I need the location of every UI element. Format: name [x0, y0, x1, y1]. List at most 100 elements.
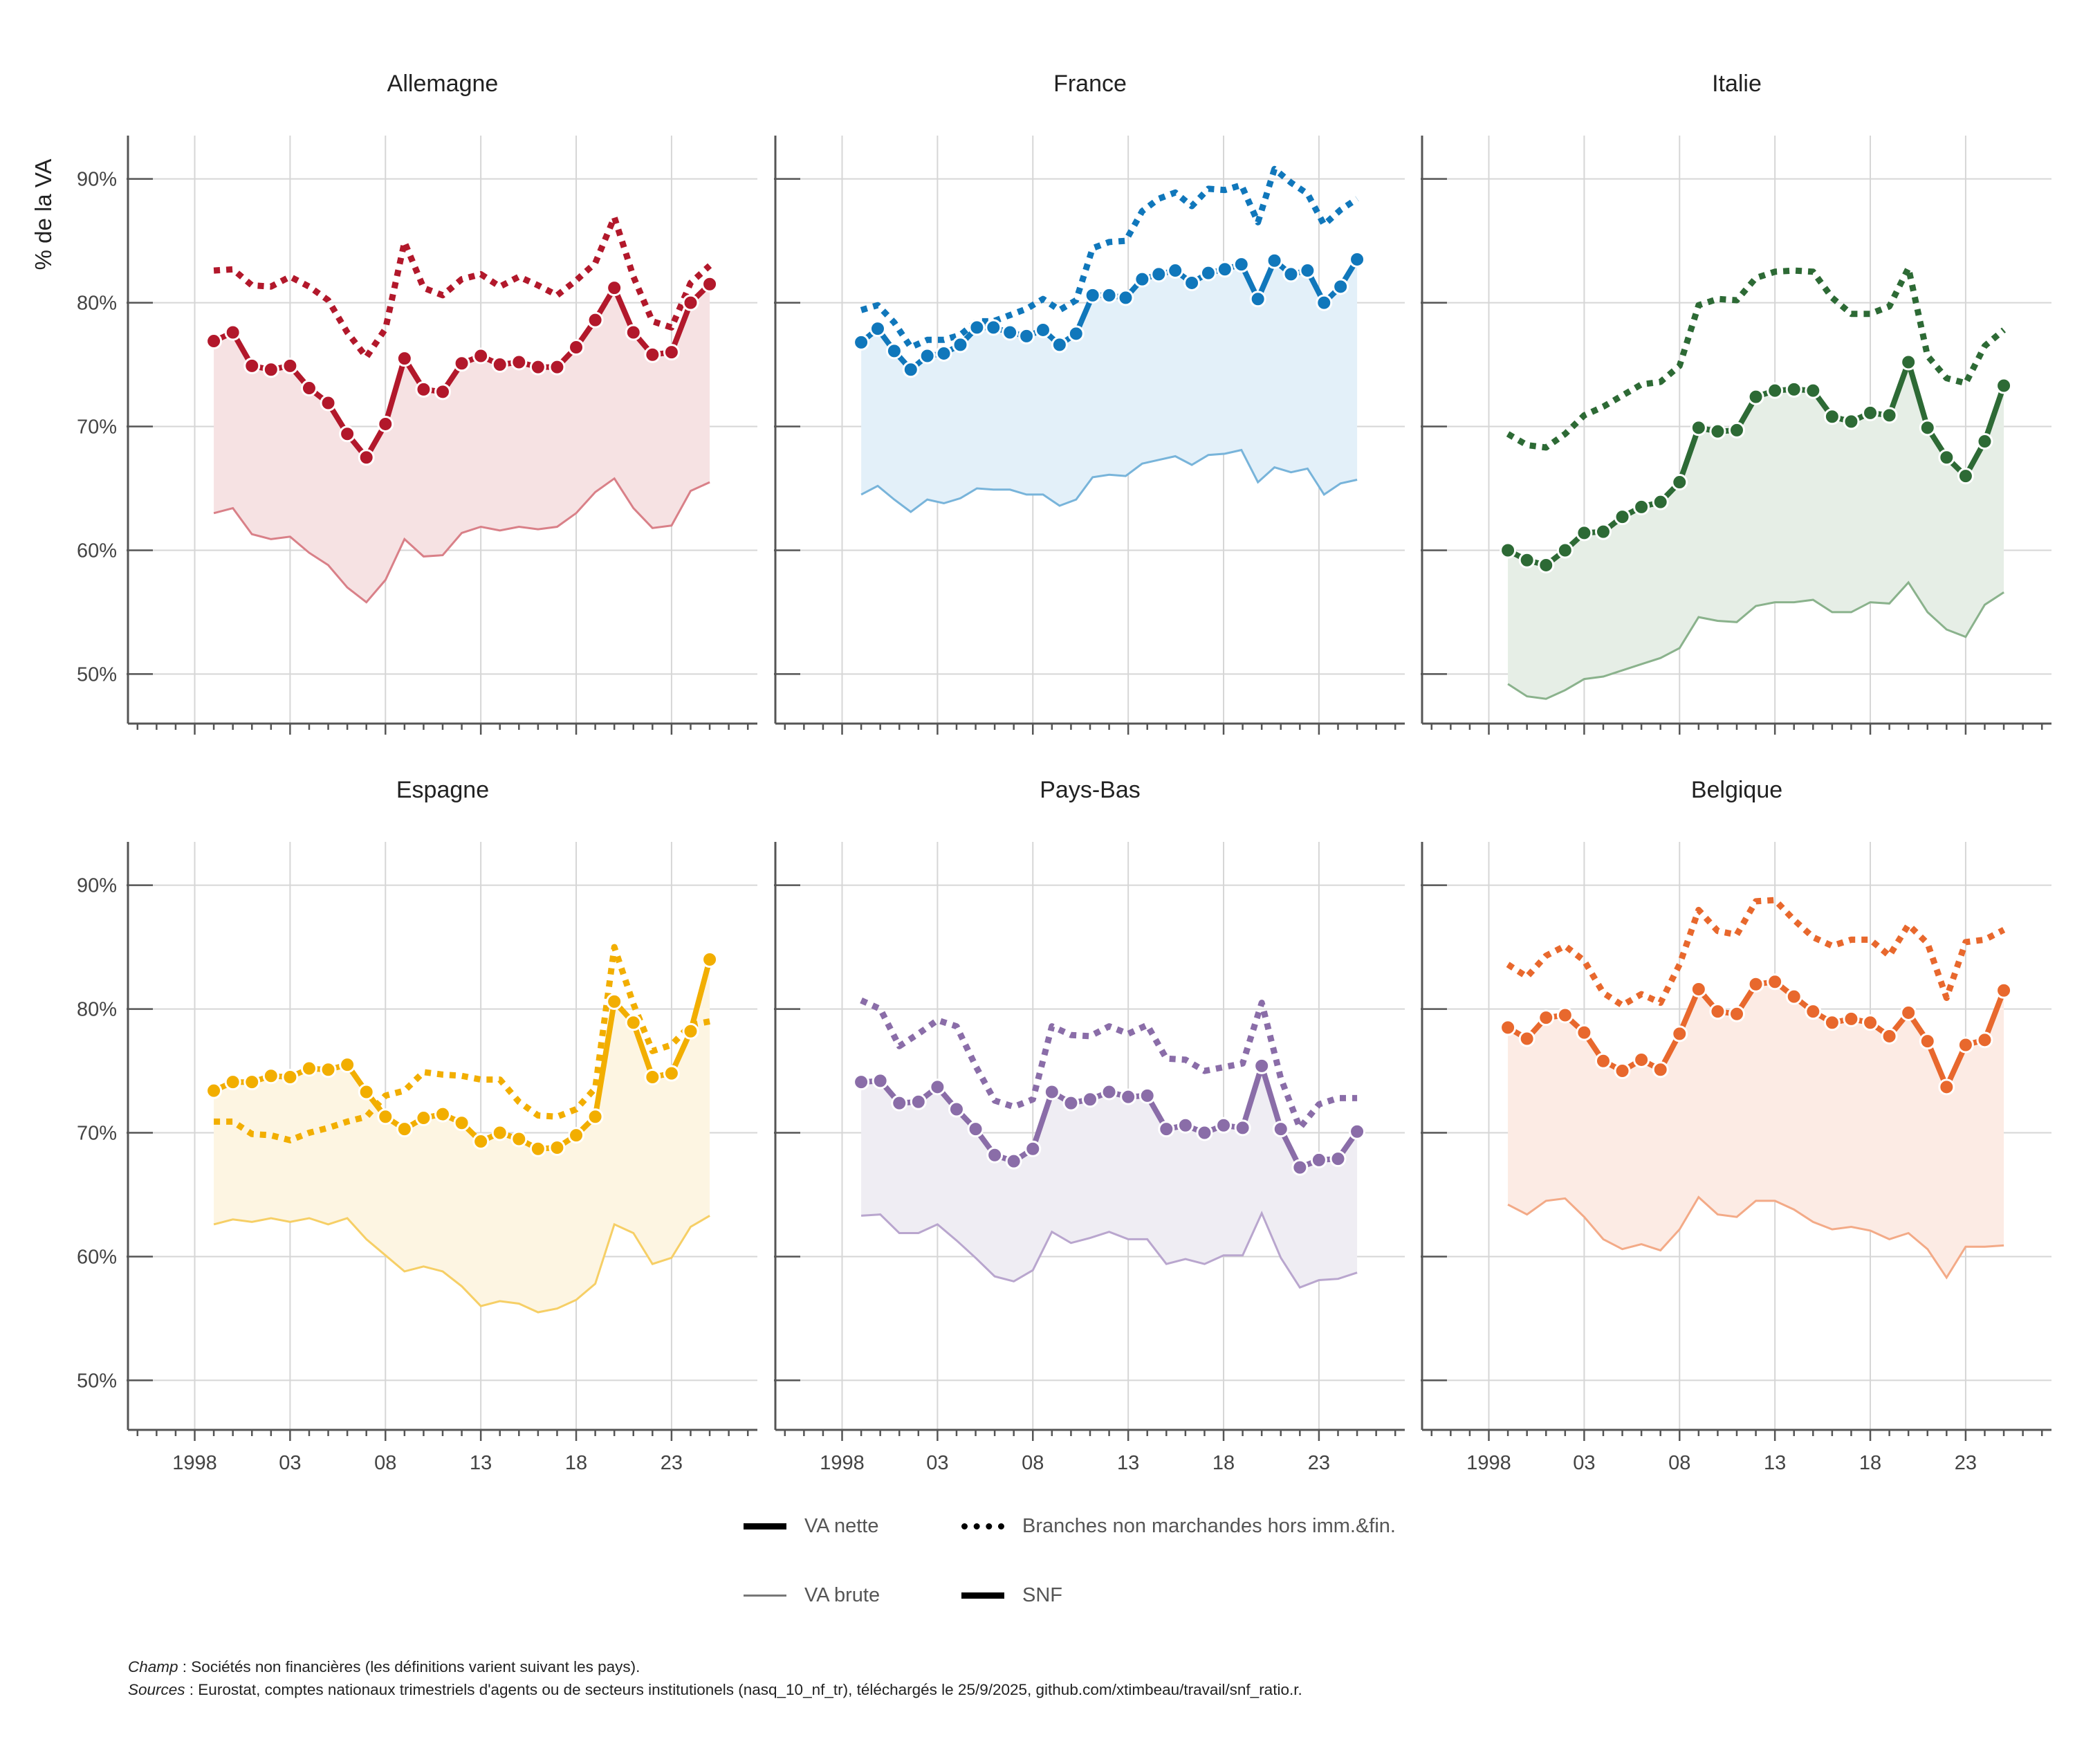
- point-snf: [1767, 382, 1784, 399]
- point-snf: [967, 1121, 984, 1138]
- panel-italie: Italie: [1421, 71, 2051, 735]
- panel-france: France: [774, 71, 1405, 735]
- point-snf: [1690, 419, 1707, 437]
- point-snf: [1005, 1152, 1022, 1170]
- area-band: [861, 1065, 1358, 1288]
- point-snf: [377, 415, 394, 432]
- panel-espagne: Espagne 50% 60% 70% 80% 90% 1998 03 08 13 18 23: [77, 777, 757, 1474]
- point-snf: [282, 357, 299, 374]
- point-snf: [1862, 404, 1879, 421]
- point-snf: [1995, 982, 2013, 999]
- point-snf: [434, 383, 451, 401]
- point-snf: [853, 333, 870, 351]
- x-tick-label: 1998: [172, 1452, 217, 1474]
- point-snf: [644, 346, 661, 363]
- area-band: [1508, 982, 2004, 1278]
- legend-item-non-marchandes: Branches non marchandes hors imm.&fin.: [961, 1515, 1396, 1538]
- point-snf: [1310, 1151, 1327, 1168]
- point-snf: [1067, 325, 1085, 342]
- point-snf: [205, 333, 223, 350]
- point-snf: [872, 1072, 889, 1090]
- y-tick-label: 90%: [77, 875, 117, 897]
- legend-swatch-dotted: [961, 1523, 1004, 1529]
- point-snf: [453, 355, 470, 372]
- point-snf: [663, 1065, 680, 1082]
- point-snf: [1594, 523, 1612, 540]
- point-snf: [1329, 1150, 1347, 1168]
- point-snf: [415, 1110, 432, 1127]
- point-snf: [1018, 327, 1035, 344]
- point-snf: [885, 342, 903, 360]
- point-snf: [1538, 1009, 1555, 1027]
- point-snf: [472, 347, 490, 365]
- x-tick-label: 23: [1308, 1452, 1330, 1474]
- x-tick-label: 18: [1859, 1452, 1881, 1474]
- point-snf: [1938, 449, 1955, 466]
- line-non-marchandes: [860, 998, 1358, 1131]
- panel-title: Pays-Bas: [1040, 777, 1141, 803]
- point-snf: [948, 1101, 965, 1118]
- point-snf: [1652, 1061, 1669, 1078]
- line-va-brute: [860, 448, 1358, 513]
- y-tick-label: 90%: [77, 169, 117, 191]
- panel-title: Italie: [1712, 71, 1762, 97]
- point-snf: [300, 380, 317, 397]
- point-snf: [320, 394, 337, 412]
- x-tick-label: 13: [470, 1452, 492, 1474]
- panel-title: France: [1053, 71, 1127, 97]
- point-snf: [682, 1022, 699, 1040]
- note-sources-label: Sources: [128, 1681, 185, 1698]
- point-snf: [1576, 524, 1593, 542]
- line-va-brute: [1507, 1195, 2004, 1280]
- point-snf: [701, 275, 719, 293]
- legend-item-snf: SNF: [961, 1584, 1062, 1607]
- legend-label: SNF: [1022, 1584, 1062, 1606]
- point-snf: [1805, 382, 1822, 399]
- point-snf: [1266, 252, 1283, 269]
- point-snf: [1709, 423, 1726, 440]
- point-snf: [606, 279, 623, 297]
- point-snf: [1823, 1014, 1841, 1031]
- point-snf: [529, 1140, 546, 1157]
- line-non-marchandes: [214, 944, 710, 1143]
- point-snf: [224, 1074, 241, 1091]
- point-snf: [1051, 336, 1068, 353]
- point-snf: [663, 344, 680, 361]
- point-snf: [625, 324, 642, 341]
- legend: VA nette Branches non marchandes hors im…: [744, 1515, 1504, 1626]
- point-snf: [548, 1139, 566, 1156]
- point-snf: [1881, 407, 1898, 424]
- x-tick-label: 23: [1955, 1452, 1977, 1474]
- point-snf: [935, 344, 952, 362]
- point-snf: [1919, 1033, 1936, 1050]
- x-tick-label: 23: [661, 1452, 683, 1474]
- x-tick-label: 13: [1117, 1452, 1139, 1474]
- line-va-brute: [213, 1215, 710, 1314]
- point-snf: [1199, 264, 1217, 282]
- area-band: [1508, 362, 2004, 699]
- point-snf: [1316, 294, 1333, 311]
- point-snf: [1134, 270, 1151, 288]
- point-snf: [529, 358, 546, 376]
- legend-swatch-solid-thin: [744, 1595, 786, 1597]
- point-snf: [1652, 493, 1669, 511]
- point-snf: [510, 1130, 528, 1148]
- point-snf: [358, 1083, 375, 1101]
- point-snf: [1272, 1121, 1289, 1138]
- point-snf: [434, 1105, 451, 1123]
- point-snf: [606, 993, 623, 1010]
- point-snf: [1084, 286, 1101, 304]
- legend-item-va-brute: VA brute: [744, 1584, 880, 1607]
- point-snf: [396, 1121, 413, 1138]
- y-tick-label: 80%: [77, 293, 117, 315]
- point-snf: [320, 1061, 337, 1078]
- y-tick-label: 60%: [77, 1246, 117, 1268]
- point-snf: [1785, 380, 1802, 398]
- point-snf: [1291, 1159, 1309, 1176]
- legend-label: VA brute: [804, 1584, 880, 1606]
- point-snf: [491, 1124, 508, 1141]
- point-snf: [1538, 556, 1555, 573]
- point-snf: [1614, 508, 1631, 526]
- point-snf: [1158, 1121, 1175, 1138]
